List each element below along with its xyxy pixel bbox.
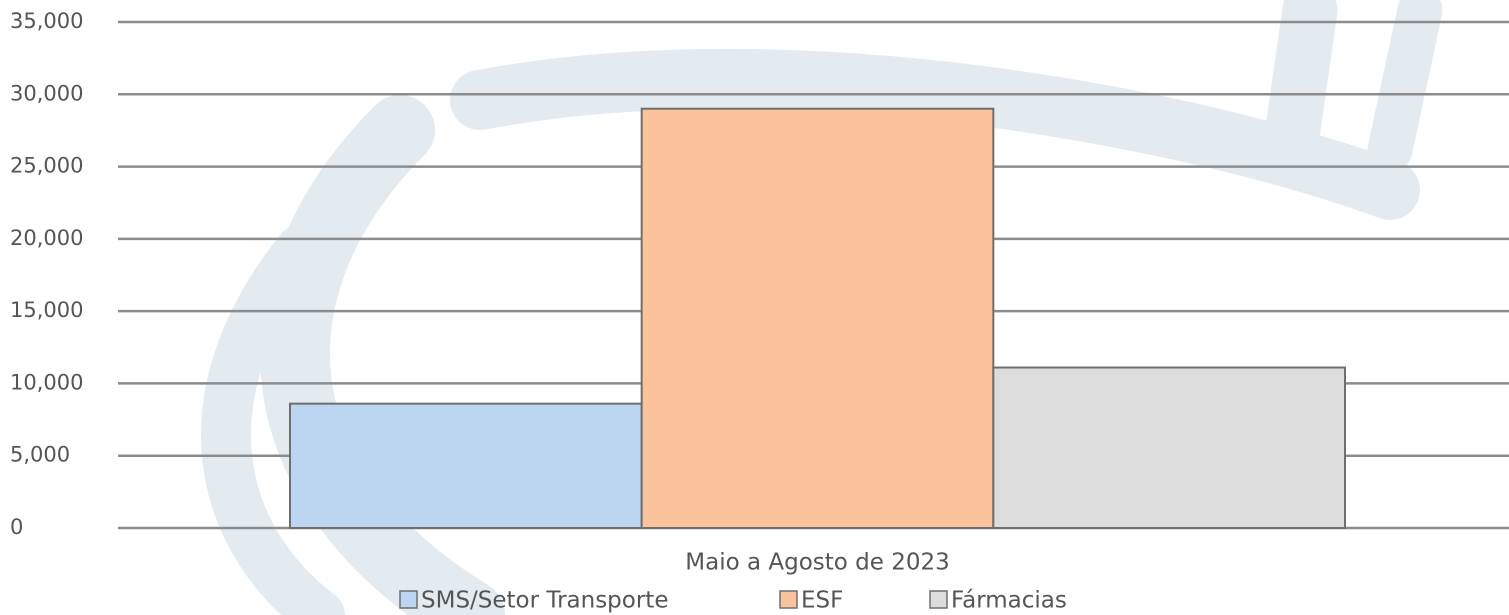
watermark-swoosh bbox=[1367, 0, 1443, 173]
bar bbox=[992, 366, 1346, 530]
y-tick-label: 5,000 bbox=[10, 443, 70, 467]
legend-label: ESF bbox=[801, 588, 843, 614]
y-tick-label: 35,000 bbox=[10, 9, 83, 33]
y-tick-label: 30,000 bbox=[10, 81, 83, 105]
x-tick-label: Maio a Agosto de 2023 bbox=[685, 550, 950, 576]
bar bbox=[289, 402, 643, 530]
y-tick-label: 15,000 bbox=[10, 298, 83, 322]
y-tick-label: 25,000 bbox=[10, 154, 83, 178]
y-tick-label: 0 bbox=[10, 515, 23, 539]
legend-swatch bbox=[399, 590, 418, 609]
legend-swatch bbox=[779, 590, 798, 609]
watermark-swoosh bbox=[1262, 0, 1338, 178]
legend-label: SMS/Setor Transporte bbox=[421, 588, 668, 614]
bar bbox=[640, 107, 995, 529]
legend-swatch bbox=[929, 590, 948, 609]
y-tick-label: 10,000 bbox=[10, 370, 83, 394]
watermark-swoosh bbox=[260, 95, 505, 615]
legend-label: Fármacias bbox=[951, 588, 1067, 614]
y-tick-label: 20,000 bbox=[10, 226, 83, 250]
